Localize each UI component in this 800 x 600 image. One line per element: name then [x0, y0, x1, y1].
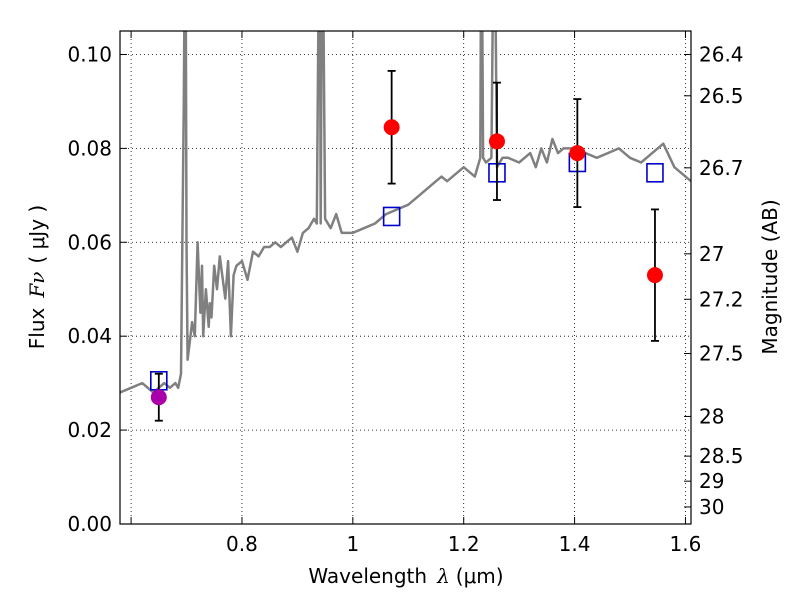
- y-axis-ticks: 0.00 0.02 0.04 0.06 0.08 0.10: [67, 42, 127, 536]
- plot-frame: [119, 30, 692, 525]
- y-tick-label: 0.06: [67, 230, 112, 254]
- observed-point: [646, 267, 663, 284]
- y-tick-label: 0.10: [67, 42, 112, 66]
- y-tick-label: 0.04: [67, 324, 112, 348]
- right-tick-label: 26.7: [699, 156, 744, 180]
- right-tick-label: 26.5: [699, 84, 744, 108]
- y-tick-label: 0.02: [67, 418, 112, 442]
- right-tick-label: 29: [699, 469, 724, 493]
- plot-area: [120, 31, 691, 422]
- x-axis-ticks: 0.8 1 1.2 1.4 1.6: [130, 31, 702, 556]
- y-axis-label: FluxFν( μJy ): [25, 205, 49, 349]
- model-photometry-point: [382, 206, 401, 227]
- model-photometry-point: [646, 162, 664, 183]
- observed-point: [488, 133, 505, 150]
- right-tick-label: 30: [699, 495, 724, 519]
- observed-point: [383, 119, 400, 136]
- y-tick-label: 0.08: [67, 136, 112, 160]
- x-tick-label: 1.6: [670, 532, 702, 556]
- right-tick-label: 27: [699, 242, 724, 266]
- right-tick-label: 27.5: [699, 342, 744, 366]
- right-axis-label: Magnitude (AB): [758, 199, 782, 354]
- right-tick-label: 26.4: [699, 42, 744, 66]
- x-axis-label: Wavelength λ (μm): [308, 564, 503, 588]
- x-tick-label: 1.2: [448, 532, 480, 556]
- right-tick-label: 28: [699, 404, 724, 428]
- observed-point: [569, 145, 586, 162]
- grid: [120, 31, 691, 525]
- y-tick-label: 0.00: [67, 512, 112, 536]
- x-tick-label: 0.8: [226, 532, 258, 556]
- right-tick-label: 27.2: [699, 287, 744, 311]
- x-tick-label: 1: [346, 532, 359, 556]
- right-tick-label: 28.5: [699, 444, 744, 468]
- x-tick-label: 1.4: [559, 532, 591, 556]
- observed-point: [150, 389, 167, 406]
- spectrum-line: [120, 31, 691, 394]
